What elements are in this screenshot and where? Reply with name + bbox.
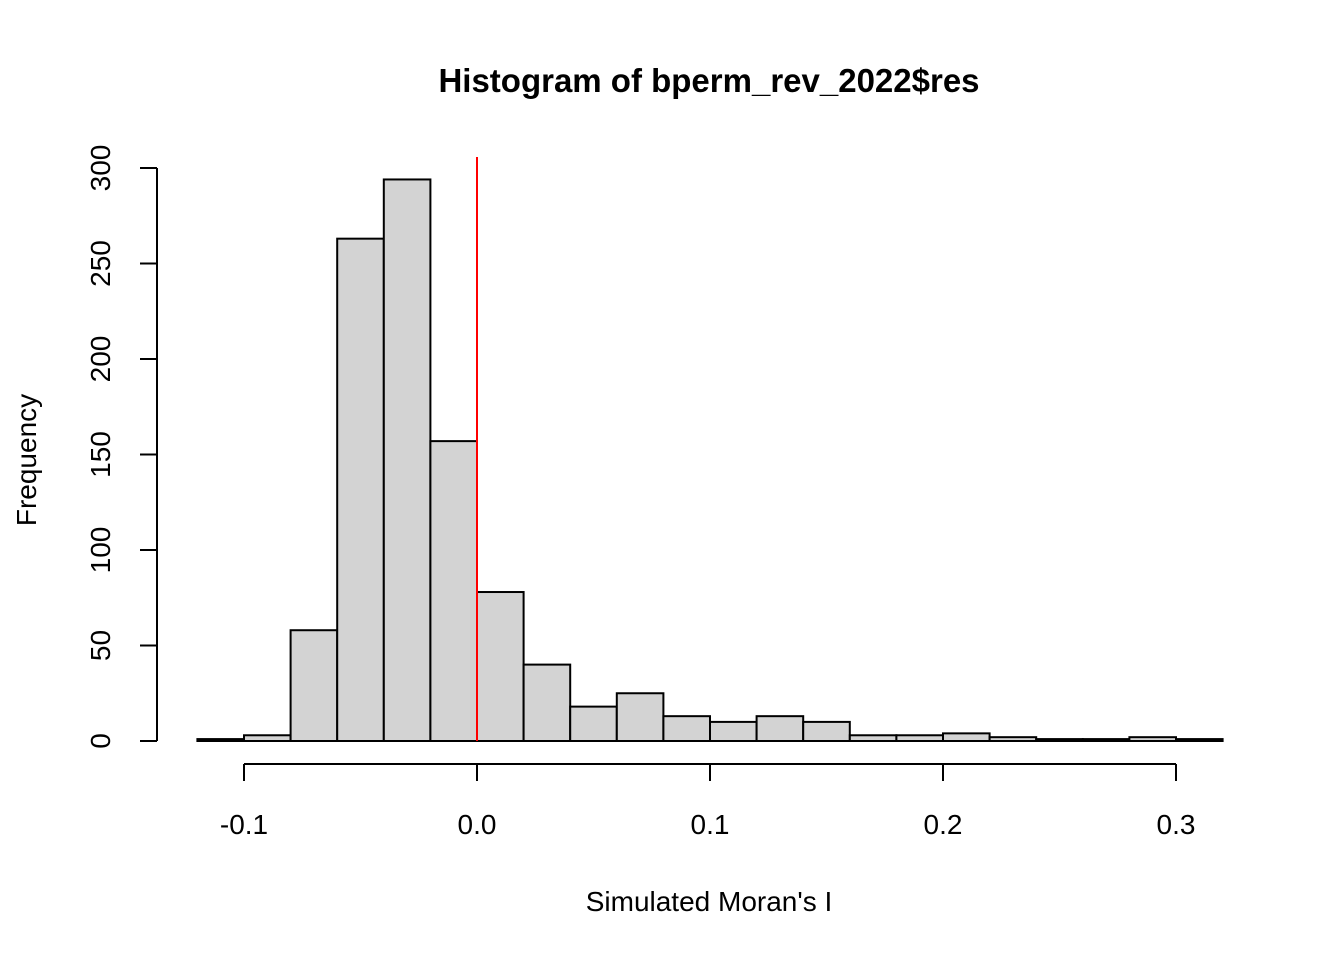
- y-tick-label: 250: [85, 240, 116, 287]
- histogram-bar-8: [569, 705, 618, 742]
- histogram-bar-19: [1081, 738, 1131, 743]
- x-tick-label: 0.0: [458, 809, 497, 840]
- x-axis: -0.1 0.0 0.1 0.2 0.3: [220, 763, 1196, 840]
- histogram-bar-11: [709, 720, 758, 743]
- y-tick-label: 150: [85, 431, 116, 478]
- histogram-bar-7: [522, 663, 572, 742]
- histogram-bar-17: [988, 736, 1038, 742]
- y-tick-label: 0: [85, 733, 116, 749]
- histogram-bar-2: [289, 629, 339, 742]
- x-axis-label: Simulated Moran's I: [586, 886, 833, 917]
- histogram-bar-3: [336, 237, 385, 742]
- histogram-bar-18: [1035, 738, 1084, 743]
- histogram-bar-16: [942, 732, 991, 742]
- histogram-bar-5: [429, 440, 478, 742]
- histogram-bar-6: [476, 591, 525, 743]
- y-axis: 0 50 100 150 200 250 300: [85, 145, 158, 749]
- y-tick-label: 300: [85, 145, 116, 192]
- x-tick-label: 0.1: [691, 809, 730, 840]
- bars-group: [196, 178, 1224, 743]
- histogram-bar-4: [382, 178, 432, 742]
- y-tick-label: 100: [85, 527, 116, 574]
- histogram-bar-10: [662, 715, 712, 742]
- y-tick-label: 200: [85, 336, 116, 383]
- x-tick-label: -0.1: [220, 809, 268, 840]
- histogram-bar-1: [243, 734, 292, 743]
- chart-title: Histogram of bperm_rev_2022$res: [438, 62, 979, 99]
- y-tick-label: 50: [85, 630, 116, 661]
- histogram-bar-14: [848, 734, 898, 743]
- histogram-bar-0: [196, 738, 245, 743]
- histogram-bar-15: [895, 734, 945, 743]
- histogram-bar-20: [1128, 736, 1178, 742]
- histogram-bar-21: [1175, 738, 1224, 743]
- histogram-bar-13: [802, 720, 851, 743]
- y-axis-label: Frequency: [11, 394, 42, 526]
- x-tick-label: 0.3: [1157, 809, 1196, 840]
- histogram-bar-9: [615, 692, 665, 742]
- x-tick-label: 0.2: [924, 809, 963, 840]
- histogram-bar-12: [755, 715, 805, 742]
